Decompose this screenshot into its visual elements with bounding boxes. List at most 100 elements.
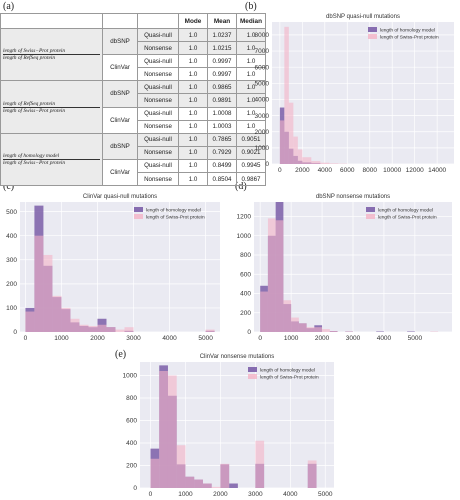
legend-swatch bbox=[366, 207, 375, 212]
x-tick-label: 0 bbox=[258, 335, 262, 342]
legend-label: length of homology model bbox=[146, 208, 201, 214]
table-mode-cell: 1.0 bbox=[178, 119, 208, 134]
x-tick-label: 4000 bbox=[162, 335, 177, 342]
y-tick-label: 1200 bbox=[237, 214, 252, 221]
histogram-bar bbox=[79, 324, 89, 332]
y-tick-label: 200 bbox=[6, 281, 17, 288]
histogram-bar bbox=[311, 161, 321, 164]
histogram-bar bbox=[34, 235, 44, 332]
table-mean-cell: 0.9891 bbox=[207, 93, 237, 108]
table-mean-cell: 1.0215 bbox=[207, 41, 237, 56]
table-mode-cell: 1.0 bbox=[178, 145, 208, 160]
table-header-cell bbox=[137, 13, 179, 29]
table-group-label: length of homology model length of Swiss−… bbox=[0, 132, 103, 187]
table-mutation-type-cell: Nonsense bbox=[137, 145, 179, 160]
table-mean-cell: 0.9997 bbox=[207, 54, 237, 69]
panel-label-d: (d) bbox=[235, 181, 247, 192]
y-tick-label: 0 bbox=[13, 329, 17, 336]
histogram-bar bbox=[115, 329, 125, 332]
legend-swatch bbox=[248, 367, 257, 372]
legend-label: length of Swiss-Prot protein bbox=[378, 215, 437, 221]
histogram-bar bbox=[267, 218, 276, 332]
x-tick-label: 4000 bbox=[377, 335, 392, 342]
table-mode-cell: 1.0 bbox=[178, 172, 208, 187]
table-mutation-type-cell: Quasi-null bbox=[137, 27, 179, 43]
x-tick-label: 4000 bbox=[318, 167, 333, 174]
x-tick-label: 3000 bbox=[248, 491, 263, 498]
histogram-bar bbox=[329, 331, 338, 332]
histogram-bar bbox=[202, 483, 212, 488]
legend-label: length of Swiss-Prot protein bbox=[146, 215, 205, 221]
x-tick-label: 4000 bbox=[283, 491, 298, 498]
histogram-bar bbox=[43, 254, 53, 332]
histogram-bar bbox=[25, 311, 35, 332]
y-tick-label: 0 bbox=[247, 329, 251, 336]
chart-title: ClinVar quasi-null mutations bbox=[83, 194, 157, 200]
histogram-bar bbox=[176, 445, 186, 488]
y-tick-label: 300 bbox=[6, 257, 17, 264]
y-tick-label: 1000 bbox=[123, 373, 138, 380]
legend-label: length of homology model bbox=[378, 208, 433, 214]
x-tick-label: 8000 bbox=[363, 167, 378, 174]
x-tick-label: 3000 bbox=[126, 335, 141, 342]
y-tick-label: 1000 bbox=[255, 145, 270, 152]
table-mean-cell: 0.8499 bbox=[207, 158, 237, 174]
table-mutation-type-cell: Nonsense bbox=[137, 67, 179, 82]
x-tick-label: 14000 bbox=[428, 167, 446, 174]
chart-title: ClinVar nonsense mutations bbox=[200, 354, 275, 360]
y-tick-label: 400 bbox=[126, 440, 137, 447]
histogram-bar bbox=[291, 317, 299, 332]
table-row: length of Swiss−Prot protein length of Re… bbox=[0, 27, 266, 82]
histogram-bar bbox=[150, 458, 160, 488]
table-header-mean: Mean bbox=[207, 13, 237, 29]
table-row: length of homology model length of Swiss−… bbox=[0, 132, 266, 187]
histogram-bar bbox=[307, 460, 317, 488]
table-database-cell: dbSNP bbox=[102, 80, 138, 108]
table-mutation-type-cell: Nonsense bbox=[137, 93, 179, 108]
table-median-cell: 0.9051 bbox=[236, 132, 266, 147]
x-tick-label: 5000 bbox=[408, 335, 423, 342]
x-tick-label: 10000 bbox=[383, 167, 401, 174]
table-median-cell: 1.0 bbox=[236, 41, 266, 56]
table-database-cell: ClinVar bbox=[102, 158, 138, 187]
histogram-bar bbox=[205, 329, 215, 332]
histogram-bar bbox=[293, 136, 298, 164]
y-tick-label: 800 bbox=[240, 252, 251, 259]
histogram-bar bbox=[220, 463, 230, 488]
legend-label: length of Swiss-Prot protein bbox=[380, 35, 439, 41]
x-tick-label: 1000 bbox=[284, 335, 299, 342]
x-tick-label: 12000 bbox=[406, 167, 424, 174]
histogram-bar bbox=[159, 371, 168, 488]
histogram-bar bbox=[124, 327, 134, 332]
legend-swatch bbox=[366, 214, 375, 219]
histogram-bar bbox=[70, 318, 80, 332]
table-mutation-type-cell: Nonsense bbox=[137, 172, 179, 187]
histogram-bar bbox=[185, 476, 195, 488]
table-group-label-line: length of RefSeq protein bbox=[3, 101, 100, 108]
legend-label: length of homology model bbox=[260, 368, 315, 374]
histogram-bar bbox=[255, 440, 265, 488]
table-mode-cell: 1.0 bbox=[178, 80, 208, 95]
x-tick-label: 0 bbox=[149, 491, 153, 498]
table-mean-cell: 1.0237 bbox=[207, 27, 237, 43]
stats-table: Mode Mean Median length of Swiss−Prot pr… bbox=[0, 13, 266, 187]
table-mean-cell: 1.0003 bbox=[207, 119, 237, 134]
histogram-bar bbox=[298, 323, 307, 332]
legend-label: length of Swiss-Prot protein bbox=[260, 375, 319, 381]
y-tick-label: 0 bbox=[265, 161, 269, 168]
table-group-label: length of RefSeq protein length of Swiss−… bbox=[0, 80, 103, 134]
chart-clinvar-nonsense: 0 200 400 600 800 1000 0 1000 2000 3000 4000 5000 Cl… bbox=[123, 354, 334, 498]
histogram-bar bbox=[279, 120, 285, 164]
table-database-cell: ClinVar bbox=[102, 54, 138, 82]
table-median-cell: 1.0 bbox=[236, 119, 266, 134]
table-mean-cell: 0.8504 bbox=[207, 172, 237, 187]
y-tick-label: 200 bbox=[240, 310, 251, 317]
table-mode-cell: 1.0 bbox=[178, 67, 208, 82]
y-tick-label: 2000 bbox=[255, 129, 270, 136]
histogram-bar bbox=[329, 163, 339, 164]
histogram-bar bbox=[260, 291, 268, 332]
legend-label: length of homology model bbox=[380, 28, 435, 34]
table-mean-cell: 0.9997 bbox=[207, 67, 237, 82]
y-tick-label: 200 bbox=[126, 463, 137, 470]
y-tick-label: 6000 bbox=[255, 64, 270, 71]
